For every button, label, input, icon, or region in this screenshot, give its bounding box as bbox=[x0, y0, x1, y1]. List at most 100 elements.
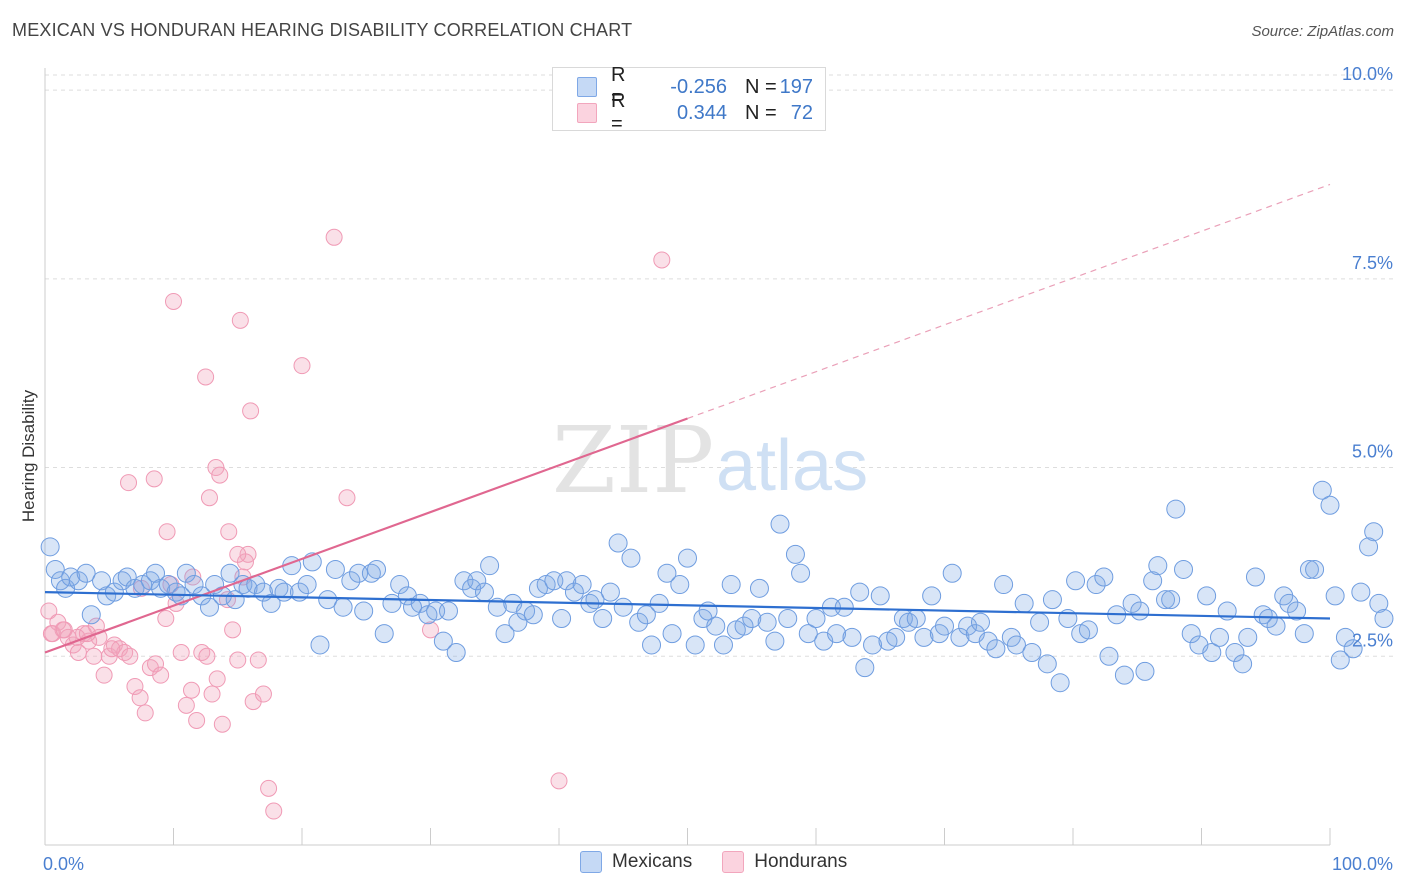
data-point-mexican bbox=[446, 643, 466, 662]
data-point-mexican bbox=[950, 627, 970, 647]
data-point-honduran bbox=[42, 625, 60, 643]
data-point-mexican bbox=[593, 609, 613, 629]
data-point-honduran bbox=[211, 466, 229, 484]
watermark-zip: ZIP bbox=[552, 407, 714, 514]
data-point-mexican bbox=[68, 571, 88, 591]
data-point-mexican bbox=[184, 575, 204, 595]
data-point-mexican bbox=[1312, 480, 1332, 500]
data-point-honduran bbox=[147, 655, 165, 673]
chart-title: MEXICAN VS HONDURAN HEARING DISABILITY C… bbox=[12, 20, 633, 40]
data-point-mexican bbox=[146, 563, 166, 583]
y-tick-label: 7.5% bbox=[1352, 253, 1393, 273]
n-label: N = bbox=[745, 75, 777, 98]
data-point-mexican bbox=[333, 597, 353, 617]
data-point-mexican bbox=[1238, 627, 1258, 647]
data-point-mexican bbox=[1078, 620, 1098, 640]
data-point-mexican bbox=[1086, 575, 1106, 595]
data-point-mexican bbox=[1369, 593, 1389, 613]
data-point-mexican bbox=[685, 635, 705, 655]
data-point-mexican bbox=[886, 627, 906, 647]
source-label: Source: ZipAtlas.com bbox=[1251, 23, 1394, 40]
data-point-honduran bbox=[200, 489, 218, 507]
data-point-mexican bbox=[480, 556, 500, 576]
y-axis-label: Hearing Disability bbox=[19, 389, 38, 522]
data-point-mexican bbox=[374, 624, 394, 644]
data-point-honduran bbox=[188, 711, 206, 729]
legend-label-mexicans: Mexicans bbox=[612, 851, 693, 872]
data-point-mexican bbox=[341, 571, 361, 591]
data-point-mexican bbox=[433, 631, 453, 651]
data-point-mexican bbox=[76, 563, 96, 583]
data-point-mexican bbox=[220, 563, 240, 583]
data-point-mexican bbox=[1130, 601, 1150, 621]
data-point-mexican bbox=[994, 575, 1014, 595]
data-point-mexican bbox=[508, 612, 528, 632]
data-point-mexican bbox=[1135, 661, 1155, 681]
data-point-mexican bbox=[1042, 590, 1062, 610]
data-point-mexican bbox=[757, 612, 777, 632]
data-point-honduran bbox=[85, 647, 103, 665]
data-point-mexican bbox=[361, 563, 381, 583]
legend-item-mexicans: Mexicans bbox=[580, 851, 692, 873]
data-point-mexican bbox=[354, 601, 374, 621]
data-point-mexican bbox=[166, 582, 186, 602]
data-point-mexican bbox=[1364, 522, 1384, 542]
data-point-mexican bbox=[657, 563, 677, 583]
legend-swatch-hondurans bbox=[577, 103, 597, 123]
data-point-honduran bbox=[242, 402, 260, 420]
data-point-mexican bbox=[806, 609, 826, 629]
data-point-mexican bbox=[199, 597, 219, 617]
data-point-honduran bbox=[422, 621, 439, 639]
data-point-mexican bbox=[642, 635, 662, 655]
data-point-mexican bbox=[670, 575, 690, 595]
data-point-mexican bbox=[734, 616, 754, 636]
data-point-mexican bbox=[834, 597, 854, 617]
data-point-mexican bbox=[45, 559, 65, 579]
data-point-mexican bbox=[1294, 624, 1314, 644]
n-value: 197 bbox=[779, 75, 813, 98]
data-point-honduran bbox=[157, 610, 175, 628]
data-point-mexican bbox=[785, 544, 805, 564]
y-tick-label: 2.5% bbox=[1352, 630, 1393, 650]
x-tick-label: 0.0% bbox=[43, 854, 84, 874]
data-point-mexican bbox=[1225, 643, 1245, 662]
data-point-honduran bbox=[40, 602, 58, 620]
data-point-mexican bbox=[749, 578, 769, 598]
data-point-mexican bbox=[1287, 601, 1307, 621]
data-point-mexican bbox=[1266, 616, 1286, 636]
data-point-honduran bbox=[203, 685, 221, 703]
data-point-mexican bbox=[572, 575, 592, 595]
data-point-mexican bbox=[970, 612, 990, 632]
points-mexicans bbox=[40, 480, 1394, 693]
data-point-honduran bbox=[224, 621, 242, 639]
data-point-mexican bbox=[1343, 639, 1363, 659]
data-point-mexican bbox=[1099, 646, 1119, 666]
data-point-honduran bbox=[198, 647, 216, 665]
correlation-legend: R = -0.256 N = 197 R = 0.344 N = 72 bbox=[552, 64, 826, 135]
data-point-honduran bbox=[550, 772, 568, 790]
data-point-honduran bbox=[126, 677, 144, 695]
data-point-honduran bbox=[249, 651, 267, 669]
data-point-mexican bbox=[791, 563, 811, 583]
data-point-mexican bbox=[1148, 556, 1168, 576]
data-point-mexican bbox=[1202, 643, 1222, 662]
data-point-honduran bbox=[325, 228, 343, 246]
data-point-honduran bbox=[165, 292, 182, 310]
data-point-mexican bbox=[1174, 559, 1194, 579]
data-point-mexican bbox=[261, 593, 281, 613]
data-point-mexican bbox=[662, 624, 682, 644]
data-point-mexican bbox=[1161, 590, 1181, 610]
data-point-mexican bbox=[1030, 612, 1050, 632]
data-point-mexican bbox=[92, 571, 112, 591]
data-point-mexican bbox=[914, 627, 934, 647]
points-hondurans bbox=[40, 228, 671, 820]
data-point-mexican bbox=[367, 559, 387, 579]
data-point-mexican bbox=[1006, 635, 1026, 655]
data-point-mexican bbox=[1359, 537, 1379, 557]
data-point-mexican bbox=[1253, 605, 1273, 625]
data-point-honduran bbox=[172, 644, 190, 661]
data-point-mexican bbox=[1305, 559, 1325, 579]
data-point-mexican bbox=[613, 597, 633, 617]
data-point-mexican bbox=[770, 514, 790, 534]
data-point-mexican bbox=[557, 571, 577, 591]
